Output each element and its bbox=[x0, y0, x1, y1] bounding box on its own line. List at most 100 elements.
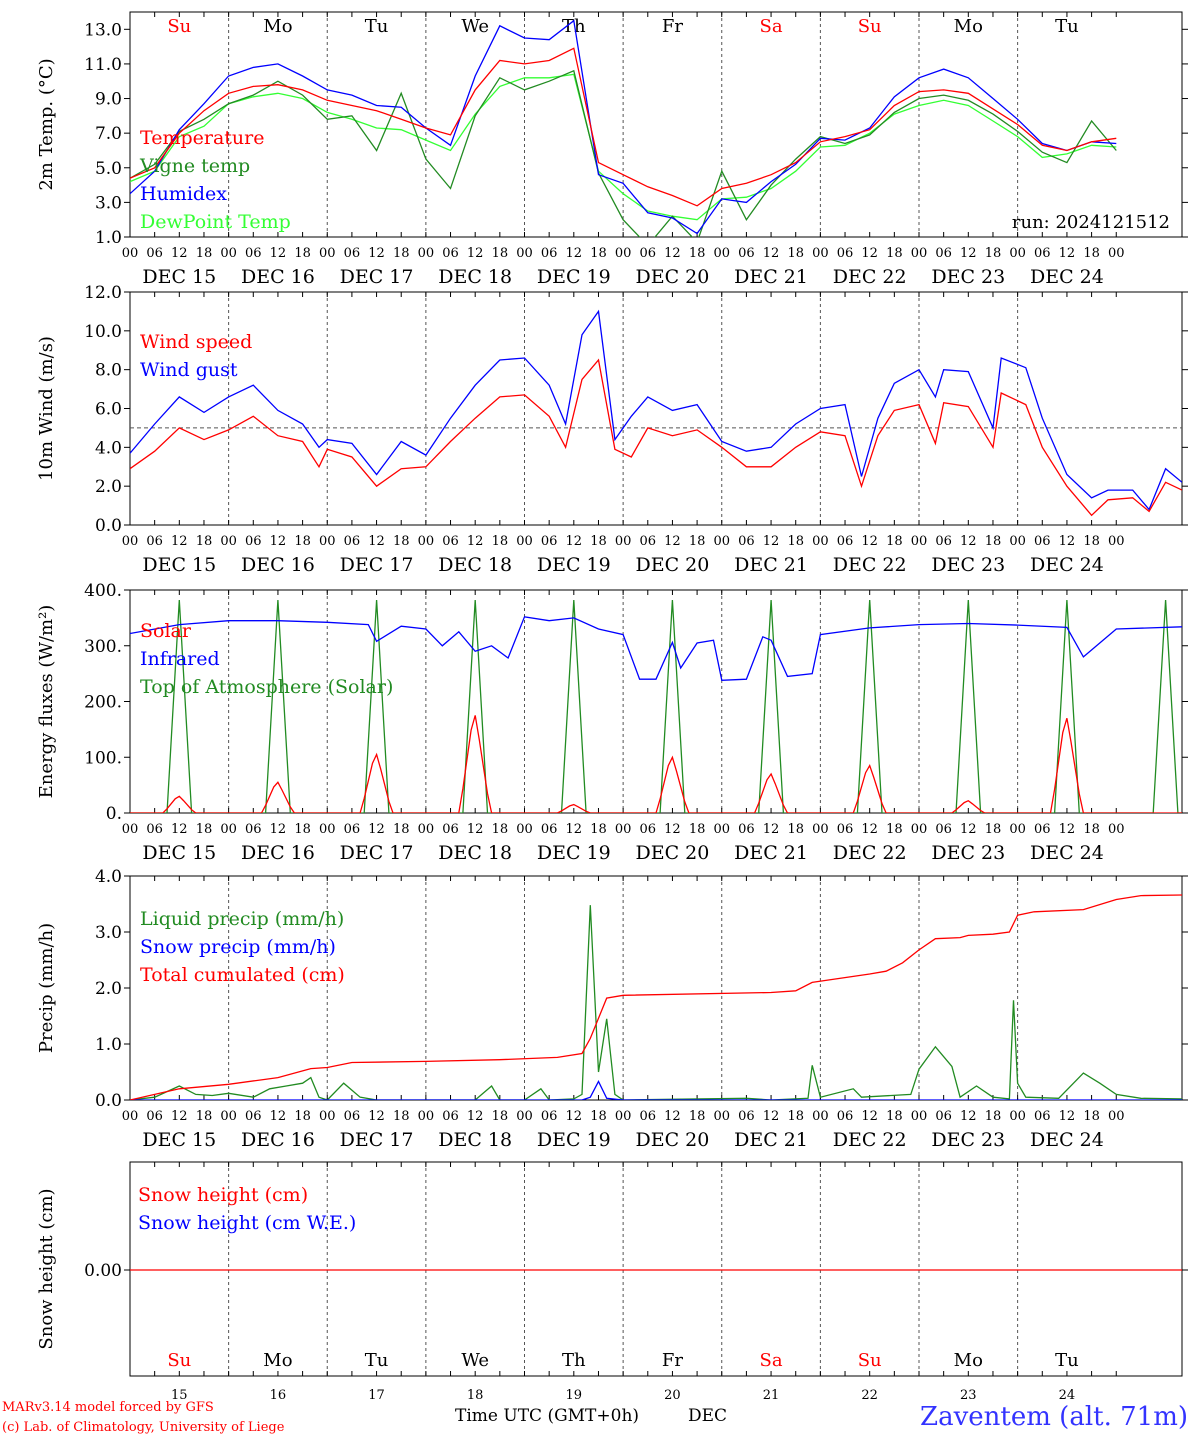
day-name-label: Su bbox=[858, 16, 882, 37]
day-name-label: Tu bbox=[1055, 1350, 1079, 1371]
day-name-label: Mo bbox=[263, 1350, 292, 1371]
y-tick-label: 2.0 bbox=[95, 979, 122, 999]
hour-tick-label: 06 bbox=[640, 1109, 657, 1124]
hour-tick-label: 06 bbox=[442, 822, 459, 837]
hour-tick-label: 12 bbox=[566, 822, 583, 837]
y-tick-label: 9.0 bbox=[95, 90, 122, 110]
day-name-label: Mo bbox=[263, 16, 292, 37]
hour-tick-label: 00 bbox=[220, 534, 237, 549]
hour-tick-label: 06 bbox=[344, 1109, 361, 1124]
hour-tick-label: 18 bbox=[294, 1109, 311, 1124]
y-axis-label: 10m Wind (m/s) bbox=[36, 336, 57, 481]
hour-tick-label: 00 bbox=[615, 246, 632, 261]
y-tick-label: 10.0 bbox=[84, 322, 122, 342]
hour-tick-label: 18 bbox=[492, 246, 509, 261]
hour-tick-label: 18 bbox=[393, 1109, 410, 1124]
date-label: DEC 17 bbox=[340, 266, 414, 288]
series-line-liquid bbox=[130, 905, 1182, 1100]
hour-tick-label: 18 bbox=[985, 1109, 1002, 1124]
hour-tick-label: 12 bbox=[664, 246, 681, 261]
hour-tick-label: 18 bbox=[886, 534, 903, 549]
plot-frame bbox=[129, 291, 1183, 526]
hour-tick-label: 06 bbox=[935, 534, 952, 549]
hour-tick-label: 12 bbox=[467, 534, 484, 549]
hour-tick-label: 06 bbox=[1034, 246, 1051, 261]
date-label: DEC 18 bbox=[438, 842, 512, 864]
legend-entry: Wind speed bbox=[140, 331, 252, 353]
hour-tick-label: 18 bbox=[985, 534, 1002, 549]
hour-tick-label: 06 bbox=[837, 1109, 854, 1124]
hour-tick-label: 18 bbox=[590, 822, 607, 837]
day-name-label: Sa bbox=[760, 16, 783, 37]
date-label: DEC 15 bbox=[142, 554, 216, 576]
hour-tick-label: 06 bbox=[442, 534, 459, 549]
hour-tick-label: 12 bbox=[763, 534, 780, 549]
hour-tick-label: 18 bbox=[393, 822, 410, 837]
y-tick-label: 0. bbox=[106, 804, 122, 824]
hour-tick-label: 18 bbox=[985, 822, 1002, 837]
hour-tick-label: 18 bbox=[393, 246, 410, 261]
hour-tick-label: 06 bbox=[146, 822, 163, 837]
hour-tick-label: 00 bbox=[418, 534, 435, 549]
y-axis-label: Snow height (cm) bbox=[36, 1188, 57, 1349]
hour-tick-label: 00 bbox=[713, 246, 730, 261]
hour-tick-label: 00 bbox=[516, 246, 533, 261]
hour-tick-label: 00 bbox=[911, 246, 928, 261]
date-label: DEC 24 bbox=[1030, 554, 1104, 576]
hour-tick-label: 12 bbox=[368, 1109, 385, 1124]
day-name-label: We bbox=[461, 16, 489, 37]
day-number-label: 19 bbox=[566, 1388, 583, 1403]
hour-tick-label: 00 bbox=[911, 1109, 928, 1124]
day-name-label: Tu bbox=[1055, 16, 1079, 37]
hour-tick-label: 12 bbox=[566, 1109, 583, 1124]
precipitation-panel: 0.0 1.0 2.0 3.0 4.0 Precip (mm/h) 00 06 12 18 00 06… bbox=[36, 867, 1188, 1151]
hour-tick-label: 18 bbox=[196, 534, 213, 549]
day-name-label: Mo bbox=[954, 16, 983, 37]
day-number-label: 20 bbox=[664, 1388, 681, 1403]
hour-tick-label: 18 bbox=[787, 534, 804, 549]
date-label: DEC 19 bbox=[537, 1129, 611, 1151]
hour-tick-label: 00 bbox=[615, 1109, 632, 1124]
y-tick-label: 3.0 bbox=[95, 923, 122, 943]
date-label: DEC 20 bbox=[636, 554, 710, 576]
date-label: DEC 23 bbox=[931, 554, 1005, 576]
hour-tick-label: 06 bbox=[837, 534, 854, 549]
hour-tick-label: 12 bbox=[861, 534, 878, 549]
y-tick-label: 3.0 bbox=[95, 193, 122, 213]
hour-tick-label: 18 bbox=[787, 246, 804, 261]
series-layer bbox=[130, 894, 1182, 1100]
date-label: DEC 17 bbox=[340, 842, 414, 864]
y-tick-label: 5.0 bbox=[95, 159, 122, 179]
hour-tick-label: 18 bbox=[590, 534, 607, 549]
y-tick-label: 8.0 bbox=[95, 361, 122, 381]
legend-entry: Temperature bbox=[140, 127, 264, 149]
date-label: DEC 24 bbox=[1030, 266, 1104, 288]
day-name-label: Tu bbox=[365, 16, 389, 37]
hour-tick-label: 18 bbox=[1083, 246, 1100, 261]
hour-tick-label: 12 bbox=[467, 822, 484, 837]
hour-tick-label: 12 bbox=[664, 1109, 681, 1124]
hour-tick-label: 06 bbox=[541, 822, 558, 837]
hour-tick-label: 06 bbox=[738, 1109, 755, 1124]
hour-tick-label: 06 bbox=[245, 1109, 262, 1124]
hour-tick-label: 12 bbox=[763, 1109, 780, 1124]
date-label: DEC 24 bbox=[1030, 842, 1104, 864]
date-label: DEC 15 bbox=[142, 842, 216, 864]
snow-height-panel: 0.00 Snow height (cm) Snow height (cm) Snow… bbox=[36, 1161, 1188, 1403]
hour-tick-label: 12 bbox=[270, 1109, 287, 1124]
date-label: DEC 17 bbox=[340, 1129, 414, 1151]
date-label: DEC 22 bbox=[833, 842, 907, 864]
hour-tick-label: 06 bbox=[935, 1109, 952, 1124]
hour-tick-label: 12 bbox=[763, 246, 780, 261]
hour-tick-label: 12 bbox=[368, 822, 385, 837]
plot-frame bbox=[129, 1161, 1183, 1377]
hour-tick-label: 12 bbox=[467, 1109, 484, 1124]
day-number-label: 22 bbox=[861, 1388, 878, 1403]
hour-tick-label: 18 bbox=[492, 822, 509, 837]
hour-tick-label: 18 bbox=[492, 534, 509, 549]
date-label: DEC 19 bbox=[537, 266, 611, 288]
hour-tick-label: 00 bbox=[122, 822, 139, 837]
hour-tick-label: 12 bbox=[960, 246, 977, 261]
legend-entry: Humidex bbox=[140, 183, 227, 205]
